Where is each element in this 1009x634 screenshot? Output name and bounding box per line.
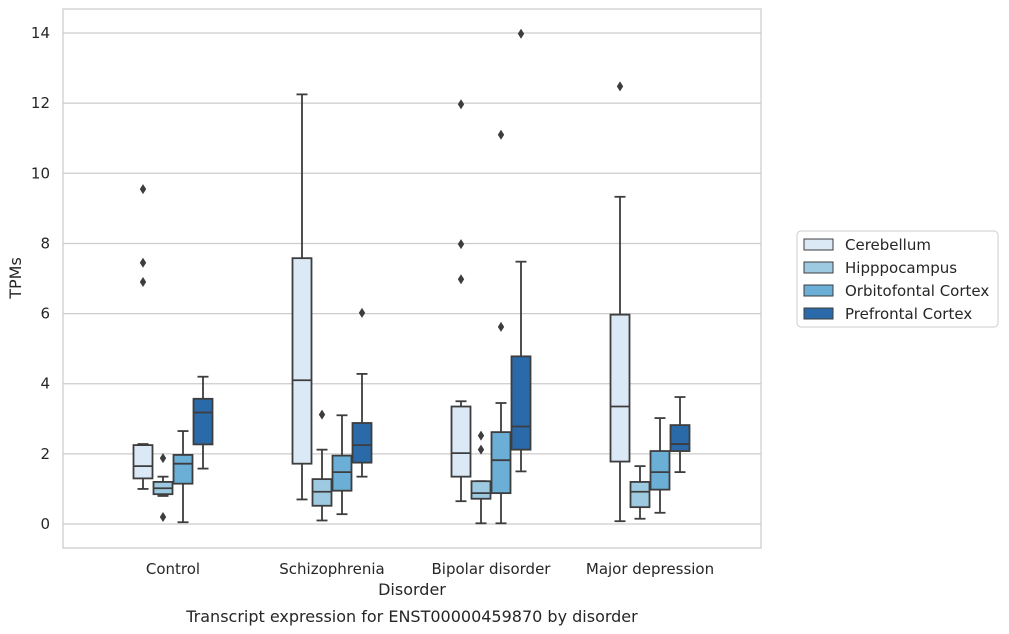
x-tick-labels: Control Schizophrenia Bipolar disorder Majo… [146, 560, 714, 578]
box-iqr [609, 313, 631, 463]
legend: Cerebellum Hipppocampus Orbitofontal Corte… [796, 230, 999, 328]
outlier-point [139, 257, 147, 268]
box-group [311, 409, 333, 522]
outlier-point [477, 430, 485, 441]
legend-entry-label: Cerebellum [845, 236, 931, 254]
box-iqr [351, 422, 373, 464]
chart-caption: Transcript expression for ENST0000045987… [185, 607, 638, 626]
y-tick-label: 10 [31, 164, 50, 182]
outlier-point [457, 239, 465, 250]
outlier-point [457, 274, 465, 285]
legend-swatch [803, 284, 834, 297]
boxes [132, 28, 691, 525]
outlier-point [318, 409, 326, 420]
outlier-point [159, 453, 167, 464]
outlier-point [517, 28, 525, 39]
box-iqr [629, 481, 651, 509]
box-iqr [669, 424, 691, 452]
outlier-point [159, 511, 167, 522]
box-iqr [510, 355, 532, 451]
box-group [291, 93, 313, 501]
box-group [649, 417, 671, 514]
y-tick-label: 12 [31, 94, 50, 112]
box-iqr [132, 444, 154, 480]
legend-entry-label: Hipppocampus [845, 259, 957, 277]
x-tick-label: Major depression [586, 560, 714, 578]
outlier-point [139, 277, 147, 288]
box-group [450, 99, 472, 503]
box-group [172, 430, 194, 524]
box-group [351, 307, 373, 478]
outlier-point [139, 184, 147, 195]
outlier-point [497, 321, 505, 332]
x-axis-label: Disorder [378, 580, 446, 599]
y-axis-label: TPMs [6, 257, 25, 300]
y-tick-label: 2 [40, 445, 50, 463]
box-iqr [172, 454, 194, 485]
legend-swatch [803, 261, 834, 274]
y-tick-label: 6 [40, 305, 50, 323]
box-group [510, 28, 532, 473]
y-tick-label: 8 [40, 234, 50, 252]
legend-entry-label: Prefrontal Cortex [845, 305, 972, 323]
box-iqr [470, 480, 492, 500]
outlier-point [477, 444, 485, 455]
y-tick-label: 4 [40, 375, 50, 393]
x-tick-label: Control [146, 560, 200, 578]
y-tick-labels: 0 2 4 6 8 10 12 14 [31, 24, 50, 533]
box-group [132, 184, 154, 490]
y-tick-label: 14 [31, 24, 50, 42]
box-iqr [291, 257, 313, 465]
box-group [490, 129, 512, 525]
box-group [192, 375, 214, 470]
legend-frame [796, 230, 999, 328]
outlier-point [358, 307, 366, 318]
box-iqr [490, 431, 512, 495]
plot-area-frame [62, 8, 762, 549]
box-group [669, 396, 691, 473]
box-group [609, 81, 631, 523]
outlier-point [457, 99, 465, 110]
box-iqr [450, 405, 472, 478]
legend-entry-label: Orbitofontal Cortex [845, 282, 989, 300]
box-iqr [649, 450, 671, 491]
box-group [152, 453, 174, 522]
x-tick-label: Schizophrenia [279, 560, 384, 578]
outlier-point [616, 81, 624, 92]
y-tick-label: 0 [40, 515, 50, 533]
gridlines [63, 32, 761, 525]
x-tick-label: Bipolar disorder [432, 560, 552, 578]
legend-swatch [803, 238, 834, 251]
outlier-point [497, 129, 505, 140]
box-iqr [331, 454, 353, 492]
legend-swatch [803, 307, 834, 320]
box-group [470, 430, 492, 525]
box-group [629, 465, 651, 520]
box-iqr [192, 397, 214, 446]
box-group [331, 414, 353, 516]
